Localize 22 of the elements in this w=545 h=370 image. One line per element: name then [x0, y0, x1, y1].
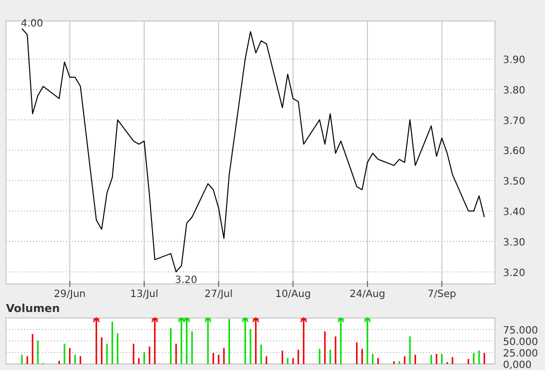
y-tick-label: 3.80 — [503, 85, 526, 96]
x-tick-label: 27/Jul — [204, 289, 233, 300]
x-tick-label: 24/Aug — [350, 289, 386, 300]
annotation: 3.20 — [174, 274, 198, 286]
y-tick-label: 3.60 — [503, 146, 526, 158]
chart-title: Volumen — [6, 302, 60, 315]
x-tick-label: 29/Jun — [54, 289, 86, 300]
annotation: 4.00 — [20, 18, 44, 30]
y-tick-label: 3.70 — [503, 116, 526, 127]
y-tick-label: 3.50 — [503, 176, 526, 188]
y-tick-label: 75.000 — [503, 326, 538, 336]
line-series — [21, 28, 485, 272]
y-tick-label: 3.30 — [503, 237, 526, 248]
y-tick-label: 50.000 — [503, 337, 538, 348]
y-tick-label: 3.20 — [503, 268, 526, 279]
x-tick-label: 13/Jul — [130, 289, 158, 300]
y-tick-label: 3.90 — [503, 55, 526, 66]
x-tick-label: 10/Aug — [275, 289, 311, 300]
y-tick-label: 3.40 — [503, 207, 526, 218]
y-tick-label: 0,000 — [503, 360, 532, 370]
x-tick-label: 7/Sep — [428, 289, 456, 300]
y-tick-label: 25.000 — [503, 348, 538, 360]
